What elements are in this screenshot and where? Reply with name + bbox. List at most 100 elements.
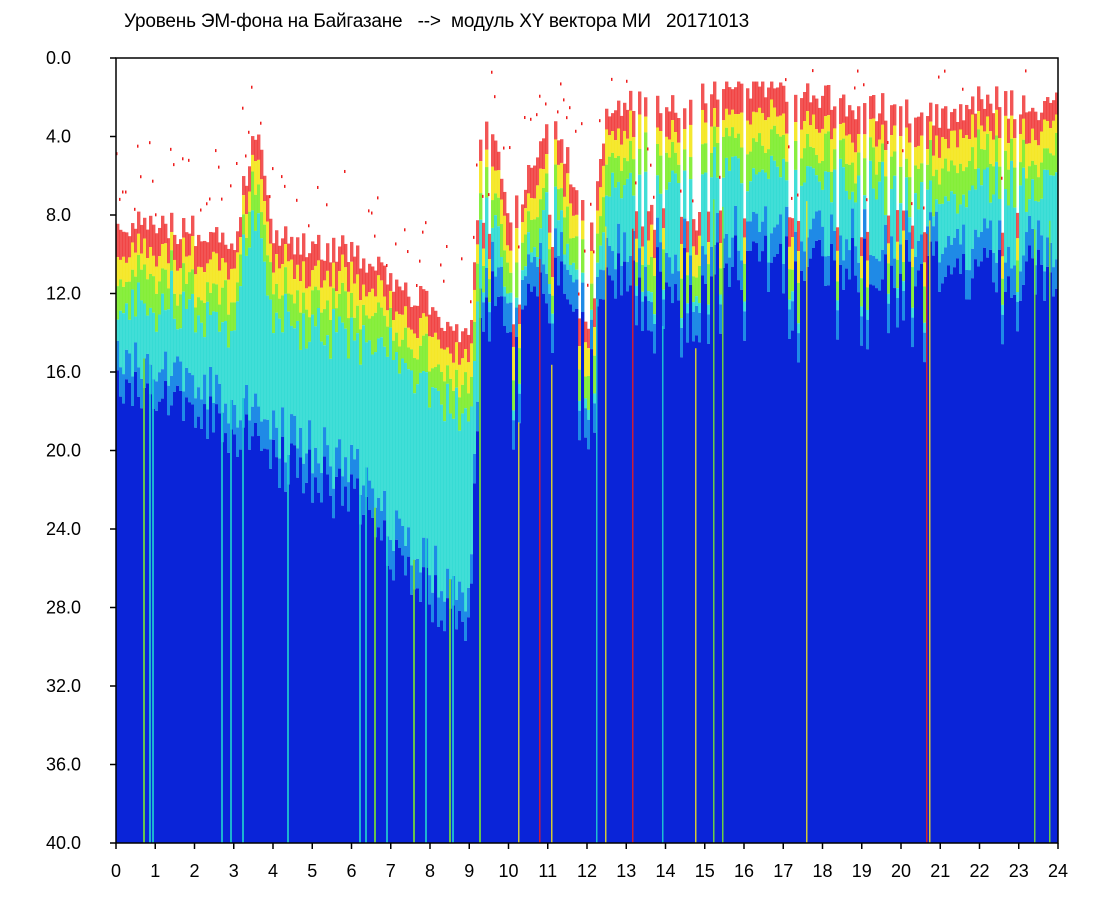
heat-cell — [773, 125, 777, 161]
heat-cell — [938, 184, 942, 205]
heat-cell — [272, 243, 276, 273]
heat-cell — [539, 242, 543, 273]
heat-speckle — [857, 69, 859, 73]
heat-cell — [911, 267, 915, 308]
heat-cell — [386, 356, 390, 537]
heat-cell — [515, 307, 519, 337]
heat-cell — [563, 254, 567, 265]
x-tick-label: 5 — [307, 861, 317, 881]
heat-cell — [470, 343, 474, 377]
heat-cell — [1043, 300, 1047, 843]
heat-cell — [209, 292, 213, 315]
heat-cell — [1025, 232, 1029, 262]
heat-cell — [896, 327, 900, 843]
heat-cell — [737, 114, 741, 134]
heat-cell — [158, 372, 162, 402]
heat-cell — [1016, 260, 1020, 293]
heat-cell — [704, 283, 708, 843]
heat-cell — [839, 98, 843, 125]
heat-cell — [656, 175, 660, 218]
heat-speckle — [470, 300, 472, 304]
heat-cell — [164, 310, 168, 352]
heat-speckle — [236, 162, 238, 166]
heat-cell — [1040, 198, 1044, 236]
heat-speckle — [539, 94, 541, 98]
heat-speckle — [209, 197, 211, 201]
heat-cell — [158, 314, 162, 373]
heat-cell — [266, 221, 270, 256]
heat-cell — [1022, 284, 1026, 843]
heat-cell — [935, 241, 939, 843]
heat-cell — [899, 136, 903, 167]
heat-cell — [389, 569, 393, 843]
heat-cell — [1040, 235, 1044, 265]
heat-cell — [827, 255, 831, 286]
heat-cell — [539, 199, 543, 229]
heat-cell — [836, 339, 840, 843]
heat-cell — [149, 273, 153, 308]
heat-cell — [776, 166, 780, 225]
heat-cell — [716, 242, 720, 843]
heat-cell — [713, 108, 717, 127]
heat-cell — [716, 142, 720, 178]
heat-cell — [749, 98, 753, 125]
heat-cell — [296, 477, 300, 843]
heat-cell — [572, 262, 576, 283]
heat-cell — [494, 193, 498, 216]
heat-cell — [368, 480, 372, 511]
heat-cell — [569, 238, 573, 265]
heat-cell — [131, 289, 135, 377]
heat-cell — [665, 252, 669, 283]
heat-cell — [536, 217, 540, 258]
heat-cell — [779, 136, 783, 178]
heat-cell — [971, 96, 975, 115]
heat-cell — [419, 572, 423, 602]
heat-cell — [734, 205, 738, 236]
heat-cell — [650, 292, 654, 303]
heat-cell — [251, 171, 255, 211]
heat-cell — [419, 286, 423, 319]
heat-cell — [347, 511, 351, 843]
heat-cell — [830, 202, 834, 215]
heat-cell — [299, 349, 303, 428]
heat-cell — [239, 254, 243, 287]
heat-cell — [566, 243, 570, 270]
heat-cell — [752, 168, 756, 212]
heat-speckle — [125, 190, 127, 194]
heat-cell — [764, 206, 768, 236]
heat-cell — [575, 214, 579, 237]
heat-cell — [128, 353, 132, 383]
heat-cell — [281, 332, 285, 408]
heat-cell — [950, 112, 954, 131]
heat-cell — [164, 351, 168, 382]
x-tick-label: 11 — [538, 861, 557, 881]
heat-cell — [1043, 119, 1047, 149]
heat-cell — [902, 230, 906, 262]
heat-cell — [983, 108, 987, 132]
heat-speckle — [344, 169, 346, 173]
heat-cell — [299, 281, 303, 313]
heat-cell — [758, 232, 762, 262]
heat-cell — [1013, 138, 1017, 168]
heat-cell — [149, 247, 153, 274]
heat-cell — [503, 286, 507, 297]
heat-cell — [815, 240, 819, 844]
heat-cell — [902, 281, 906, 291]
heat-streak — [926, 233, 928, 843]
heat-cell — [347, 318, 351, 359]
heat-cell — [404, 282, 408, 307]
heat-cell — [800, 98, 804, 130]
heat-cell — [608, 116, 612, 136]
heat-cell — [842, 138, 846, 168]
heat-cell — [308, 286, 312, 318]
heat-cell — [374, 352, 378, 508]
heat-cell — [866, 231, 870, 261]
heat-streak — [413, 559, 415, 843]
heat-cell — [599, 299, 603, 843]
heat-cell — [467, 334, 471, 363]
heat-cell — [305, 309, 309, 349]
heat-cell — [608, 196, 612, 246]
heat-cell — [548, 249, 552, 285]
heat-cell — [1022, 118, 1026, 140]
heat-cell — [701, 109, 705, 145]
